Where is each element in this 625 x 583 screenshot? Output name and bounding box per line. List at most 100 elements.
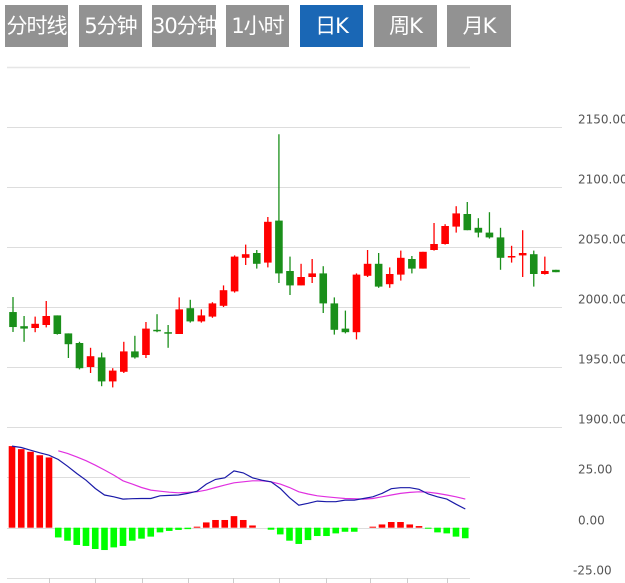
tab-monthly-k[interactable]: 月K	[447, 5, 511, 47]
candle	[441, 224, 449, 245]
candle	[42, 301, 51, 328]
macd-bar	[424, 527, 432, 529]
macd-bar	[415, 526, 423, 528]
candle	[374, 253, 383, 288]
candle	[330, 297, 339, 335]
candle-body	[308, 273, 316, 277]
candle-body	[42, 316, 51, 325]
candle-body	[86, 356, 95, 367]
candle-body	[541, 271, 549, 274]
macd-bar	[397, 522, 404, 528]
candle-body	[374, 263, 383, 287]
macd-bar	[101, 527, 108, 551]
macd-panel	[8, 445, 469, 551]
candle	[518, 230, 527, 277]
candle	[485, 212, 494, 239]
tab-daily-k[interactable]: 日K	[300, 5, 363, 47]
candle	[430, 223, 438, 251]
candle	[131, 335, 139, 359]
dea-line	[58, 450, 466, 500]
candle-body	[9, 312, 17, 328]
candle	[319, 266, 328, 313]
candle-body	[341, 328, 350, 333]
macd-bar	[461, 527, 469, 539]
macd-y-tick-label: 0.00	[578, 514, 605, 528]
macd-bar	[175, 527, 182, 530]
candle-body	[297, 277, 305, 286]
candle-body	[463, 214, 472, 231]
candle-body	[131, 351, 139, 358]
macd-bar	[239, 519, 247, 528]
macd-bar	[36, 455, 44, 528]
candle	[507, 245, 516, 263]
candle	[463, 202, 472, 231]
macd-bar	[276, 527, 284, 535]
candle-body	[552, 269, 560, 273]
candle-body	[452, 213, 460, 227]
candle	[385, 267, 394, 288]
candle-body	[20, 326, 28, 329]
candle	[297, 263, 305, 286]
candle-body	[97, 357, 106, 382]
candle	[53, 315, 62, 335]
candle	[452, 206, 460, 233]
y-tick-label: 1900.00	[578, 413, 625, 427]
candle	[230, 255, 239, 293]
y-tick-label: 1950.00	[578, 353, 625, 367]
macd-grid: 25.00 0.00 -25.00	[7, 463, 612, 583]
candle	[20, 316, 28, 342]
macd-bar	[286, 527, 293, 541]
candle-body	[319, 273, 328, 304]
tab-1hour[interactable]: 1小时	[226, 5, 289, 47]
macd-bar	[73, 527, 81, 545]
candle-body	[518, 253, 527, 256]
candle	[219, 285, 228, 307]
dif-line	[11, 445, 466, 510]
tab-5min[interactable]: 5分钟	[79, 5, 142, 47]
macd-bar	[128, 527, 136, 541]
macd-bar	[147, 527, 155, 537]
macd-bar	[17, 449, 25, 528]
macd-bar	[54, 527, 62, 538]
candle	[363, 250, 372, 277]
candle	[252, 250, 261, 269]
candle-body	[64, 333, 73, 345]
tab-intraday[interactable]: 分时线	[5, 5, 68, 47]
macd-bar	[350, 527, 358, 532]
candle	[164, 325, 172, 348]
macd-bar	[138, 527, 145, 539]
candle-body	[186, 308, 195, 322]
tab-30min[interactable]: 30分钟	[152, 5, 216, 47]
macd-bar	[110, 527, 118, 548]
macd-bar	[341, 527, 349, 532]
macd-bar	[8, 446, 16, 528]
macd-bar	[295, 527, 303, 544]
candle	[186, 299, 195, 323]
macd-bar	[452, 527, 460, 537]
macd-bar	[443, 527, 451, 534]
tab-weekly-k[interactable]: 周K	[374, 5, 437, 47]
candle	[496, 227, 505, 270]
macd-bar	[82, 527, 90, 546]
candle	[86, 347, 95, 373]
macd-bar	[27, 451, 34, 528]
candle	[197, 309, 206, 323]
candle-body	[264, 221, 272, 263]
macd-bar	[202, 522, 210, 528]
candle-body	[142, 328, 150, 355]
candle	[64, 333, 73, 358]
candle-body	[219, 290, 228, 306]
candle	[241, 244, 250, 265]
candle	[97, 352, 106, 387]
candle-body	[252, 253, 261, 264]
macd-bar	[230, 516, 238, 528]
candle-body	[275, 220, 283, 274]
candle	[397, 250, 405, 281]
candle	[142, 322, 150, 358]
candle	[552, 269, 560, 273]
macd-bar	[313, 527, 321, 537]
macd-bar	[221, 519, 229, 528]
macd-bar	[184, 527, 192, 530]
candle	[541, 256, 549, 275]
